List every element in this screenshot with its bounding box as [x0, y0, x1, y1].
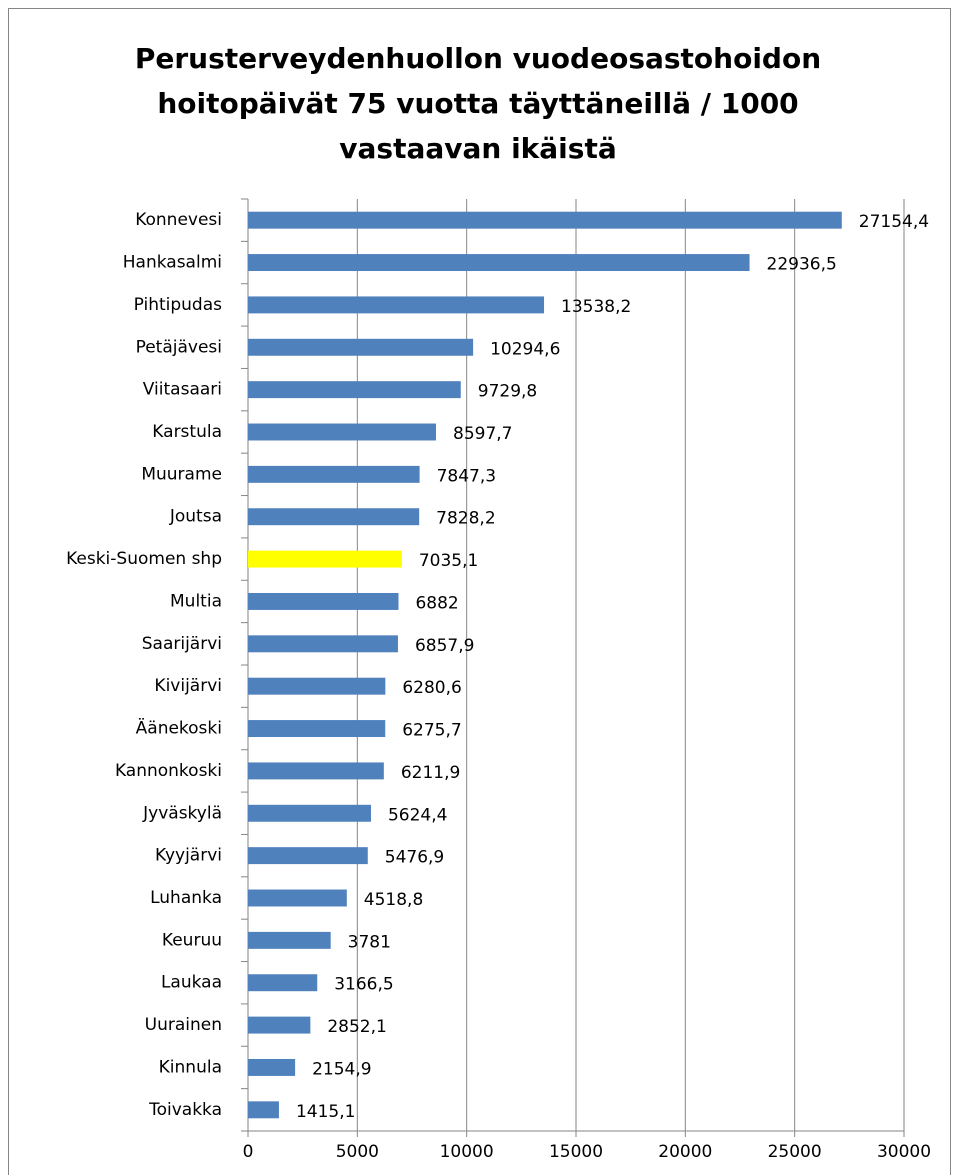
chart-title: vastaavan ikäistä: [339, 132, 616, 165]
y-tick-label: Kivijärvi: [154, 676, 222, 696]
bar: [248, 550, 402, 568]
y-tick-label: Pihtipudas: [134, 295, 223, 315]
data-label: 8597,7: [453, 424, 512, 444]
data-label: 3166,5: [334, 975, 393, 995]
bar: [248, 931, 331, 949]
bar: [248, 635, 398, 653]
y-tick-label: Luhanka: [150, 888, 222, 908]
bar: [248, 338, 474, 356]
y-tick-label: Petäjävesi: [136, 337, 222, 357]
bar: [248, 974, 318, 992]
bar: [248, 508, 420, 526]
y-tick-label: Uurainen: [145, 1015, 222, 1035]
bar: [248, 423, 437, 441]
y-tick-label: Konnevesi: [135, 210, 222, 230]
y-tick-label: Multia: [170, 591, 222, 611]
y-tick-label: Muurame: [141, 464, 222, 484]
x-tick-label: 10000: [440, 1142, 494, 1162]
bar: [248, 804, 371, 822]
bar: [248, 847, 368, 865]
data-label: 9729,8: [478, 382, 537, 402]
x-tick-label: 25000: [768, 1142, 822, 1162]
data-label: 2154,9: [312, 1059, 371, 1079]
x-tick-label: 30000: [877, 1142, 931, 1162]
y-tick-label: Laukaa: [161, 973, 222, 993]
x-tick-label: 15000: [549, 1142, 603, 1162]
bar: [248, 1101, 279, 1119]
data-label: 2852,1: [327, 1017, 386, 1037]
data-label: 13538,2: [561, 297, 631, 317]
bar: [248, 1016, 311, 1034]
data-label: 27154,4: [859, 212, 929, 232]
y-tick-label: Kannonkoski: [115, 761, 222, 781]
x-tick-label: 0: [243, 1142, 254, 1162]
bar: [248, 762, 384, 780]
data-label: 6211,9: [401, 763, 460, 783]
data-label: 6857,9: [415, 636, 474, 656]
bar: [248, 254, 750, 272]
bar: [248, 889, 347, 907]
data-label: 7828,2: [436, 509, 495, 529]
y-tick-label: Jyväskylä: [142, 803, 222, 823]
chart-title: hoitopäivät 75 vuotta täyttäneillä / 100…: [157, 87, 798, 120]
bar: [248, 296, 545, 314]
data-label: 7847,3: [437, 466, 496, 486]
y-tick-label: Keuruu: [162, 930, 222, 950]
y-tick-label: Kyyjärvi: [155, 846, 222, 866]
data-label: 22936,5: [767, 255, 837, 275]
y-tick-label: Toivakka: [148, 1100, 222, 1120]
data-label: 5476,9: [385, 848, 444, 868]
bar: [248, 720, 386, 738]
bar: [248, 592, 399, 610]
chart-title: Perusterveydenhuollon vuodeosastohoidon: [135, 42, 821, 75]
data-label: 4518,8: [364, 890, 423, 910]
bar: [248, 677, 386, 695]
y-tick-label: Keski-Suomen shp: [66, 549, 222, 569]
data-label: 6280,6: [402, 678, 461, 698]
data-label: 3781: [348, 932, 391, 952]
y-tick-label: Kinnula: [159, 1057, 222, 1077]
data-label: 5624,4: [388, 805, 447, 825]
y-tick-label: Saarijärvi: [142, 634, 222, 654]
x-tick-label: 20000: [658, 1142, 712, 1162]
bar: [248, 465, 420, 483]
data-label: 1415,1: [296, 1102, 355, 1122]
data-label: 10294,6: [490, 339, 560, 359]
data-label: 6882: [415, 593, 458, 613]
bar: [248, 381, 461, 399]
y-tick-label: Karstula: [152, 422, 222, 442]
chart-border: [8, 8, 951, 1175]
y-tick-label: Äänekoski: [136, 718, 222, 739]
bar: [248, 1058, 296, 1076]
bar: [248, 211, 842, 229]
data-label: 6275,7: [402, 721, 461, 741]
y-tick-label: Hankasalmi: [123, 253, 222, 273]
data-label: 7035,1: [419, 551, 478, 571]
y-tick-label: Joutsa: [169, 507, 222, 527]
y-tick-label: Viitasaari: [143, 380, 222, 400]
x-tick-label: 5000: [336, 1142, 379, 1162]
